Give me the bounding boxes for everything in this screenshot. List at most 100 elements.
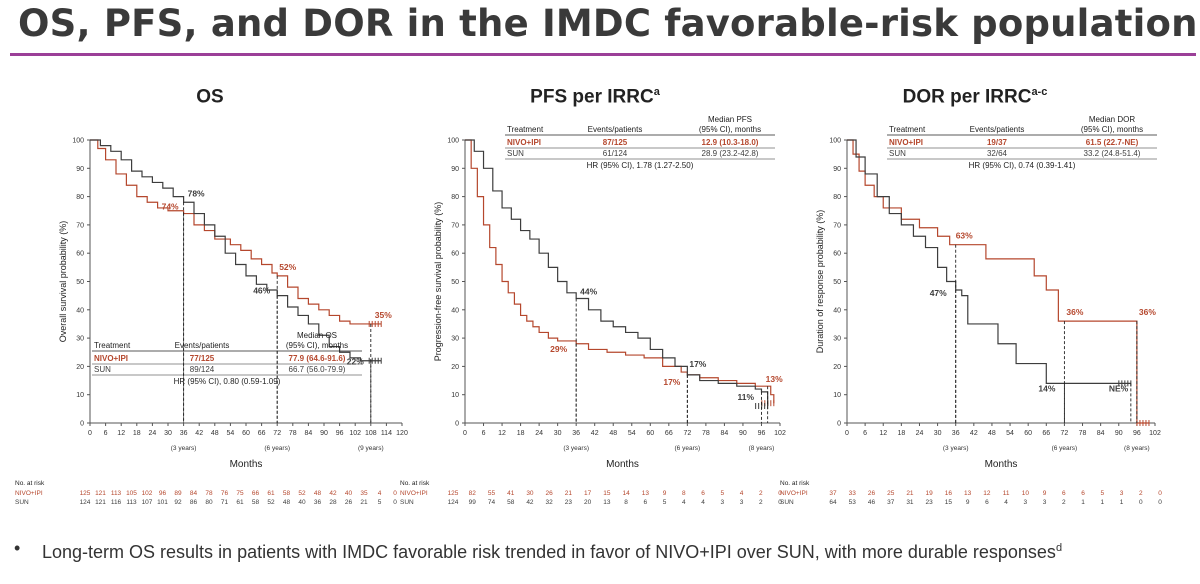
- at-risk-value: 116: [111, 499, 122, 506]
- y-tick-label: 90: [76, 166, 84, 173]
- x-tick-label: 84: [305, 430, 313, 437]
- at-risk-value: 2: [1139, 490, 1143, 497]
- at-risk-value: 58: [252, 499, 260, 506]
- x-tick-label: 60: [646, 430, 654, 437]
- at-risk-value: 21: [360, 499, 368, 506]
- at-risk-value: 9: [966, 499, 970, 506]
- table-cell-median: 33.2 (24.8-51.4): [1084, 149, 1141, 158]
- x-tick-label: 0: [463, 430, 467, 437]
- x-tick-label: 42: [970, 430, 978, 437]
- x-tick-label: 78: [289, 430, 297, 437]
- at-risk-value: 64: [829, 499, 837, 506]
- at-risk-value: 21: [565, 490, 573, 497]
- at-risk-value: 13: [603, 499, 611, 506]
- at-risk-value: 89: [174, 490, 182, 497]
- at-risk-value: 102: [142, 490, 153, 497]
- at-risk-value: 42: [329, 490, 337, 497]
- table-hr: HR (95% CI), 0.80 (0.59-1.09): [174, 377, 281, 386]
- x-tick-label: 66: [1042, 430, 1050, 437]
- table-cell-events: 19/37: [987, 138, 1008, 147]
- at-risk-value: 14: [623, 490, 631, 497]
- x-tick-label: 78: [1079, 430, 1087, 437]
- at-risk-value: 3: [740, 499, 744, 506]
- at-risk-value: 96: [159, 490, 167, 497]
- at-risk-value: 23: [926, 499, 934, 506]
- y-axis-label: Progression-free survival probability (%…: [433, 202, 443, 362]
- at-risk-value: 40: [298, 499, 306, 506]
- y-tick-label: 100: [72, 138, 84, 145]
- x-tick-label: 72: [1061, 430, 1069, 437]
- at-risk-value: 78: [205, 490, 213, 497]
- at-risk-value: 84: [190, 490, 198, 497]
- annotation-label: 47%: [930, 288, 947, 298]
- km-curve-nivo-ipi: [90, 139, 382, 325]
- at-risk-value: 124: [448, 499, 459, 506]
- at-risk-value: 4: [1004, 499, 1008, 506]
- at-risk-value: 3: [1024, 499, 1028, 506]
- at-risk-value: 42: [526, 499, 534, 506]
- at-risk-row-name: SUN: [780, 499, 794, 506]
- dor-panel: DOR per IRRCa-c 0 10 20 30 40 50 60 70 80 90 100 0 6…: [775, 80, 1175, 520]
- at-risk-value: 121: [95, 499, 106, 506]
- x-tick-label: 30: [934, 430, 942, 437]
- x-tick-label: 96: [1133, 430, 1141, 437]
- at-risk-label: No. at risk: [15, 480, 45, 487]
- at-risk-value: 3: [1043, 499, 1047, 506]
- x-tick-label: 6: [104, 430, 108, 437]
- table-header-events: Events/patients: [970, 125, 1025, 134]
- table-cell-median: 28.9 (23.2-42.8): [702, 149, 759, 158]
- at-risk-value: 13: [642, 490, 650, 497]
- bullet-marker: •: [14, 538, 21, 558]
- at-risk-value: 105: [126, 490, 137, 497]
- at-risk-value: 0: [1158, 490, 1162, 497]
- at-risk-value: 86: [190, 499, 198, 506]
- table-cell-treatment: NIVO+IPI: [889, 138, 923, 147]
- table-header-treatment: Treatment: [507, 125, 544, 134]
- at-risk-value: 41: [507, 490, 515, 497]
- table-cell-events: 61/124: [603, 149, 628, 158]
- os-at-risk-table: No. at risk NIVO+IPI 125 121 113 105 102 96 89 84…: [15, 480, 397, 506]
- at-risk-value: 58: [507, 499, 515, 506]
- at-risk-value: 107: [142, 499, 153, 506]
- at-risk-value: 0: [393, 499, 397, 506]
- at-risk-value: 3: [1120, 490, 1124, 497]
- y-tick-label: 20: [76, 364, 84, 371]
- x-tick-label: 120: [396, 430, 408, 437]
- y-tick-label: 60: [451, 251, 459, 258]
- at-risk-value: 71: [221, 499, 229, 506]
- at-risk-label: No. at risk: [780, 480, 810, 487]
- at-risk-value: 15: [603, 490, 611, 497]
- x-tick-label: 54: [628, 430, 636, 437]
- y-tick-label: 50: [451, 279, 459, 286]
- annotation-label: 63%: [956, 231, 973, 241]
- y-tick-label: 10: [76, 392, 84, 399]
- x-tick-label: 48: [211, 430, 219, 437]
- at-risk-value: 52: [298, 490, 306, 497]
- table-cell-median: 66.7 (56.0-79.9): [289, 365, 346, 374]
- x-axis-label: Months: [985, 459, 1018, 470]
- at-risk-value: 58: [283, 490, 291, 497]
- x-tick-label: 18: [897, 430, 905, 437]
- at-risk-value: 8: [682, 490, 686, 497]
- y-tick-label: 20: [451, 364, 459, 371]
- y-tick-label: 80: [451, 194, 459, 201]
- at-risk-row-name: SUN: [15, 499, 29, 506]
- y-tick-label: 60: [833, 251, 841, 258]
- x-tick-label: 72: [273, 430, 281, 437]
- table-header-median: Median PFS: [708, 115, 752, 124]
- at-risk-value: 23: [565, 499, 573, 506]
- annotation-label: 46%: [253, 286, 270, 296]
- table-cell-treatment: SUN: [507, 149, 524, 158]
- y-tick-label: 80: [76, 194, 84, 201]
- at-risk-value: 61: [236, 499, 244, 506]
- at-risk-value: 113: [111, 490, 122, 497]
- y-tick-label: 40: [833, 307, 841, 314]
- year-label: (9 years): [358, 445, 384, 452]
- table-cell-treatment: SUN: [889, 149, 906, 158]
- year-label: (3 years): [171, 445, 197, 452]
- at-risk-value: 8: [624, 499, 628, 506]
- y-tick-label: 40: [76, 307, 84, 314]
- table-hr: HR (95% CI), 1.78 (1.27-2.50): [587, 161, 694, 170]
- at-risk-value: 6: [985, 499, 989, 506]
